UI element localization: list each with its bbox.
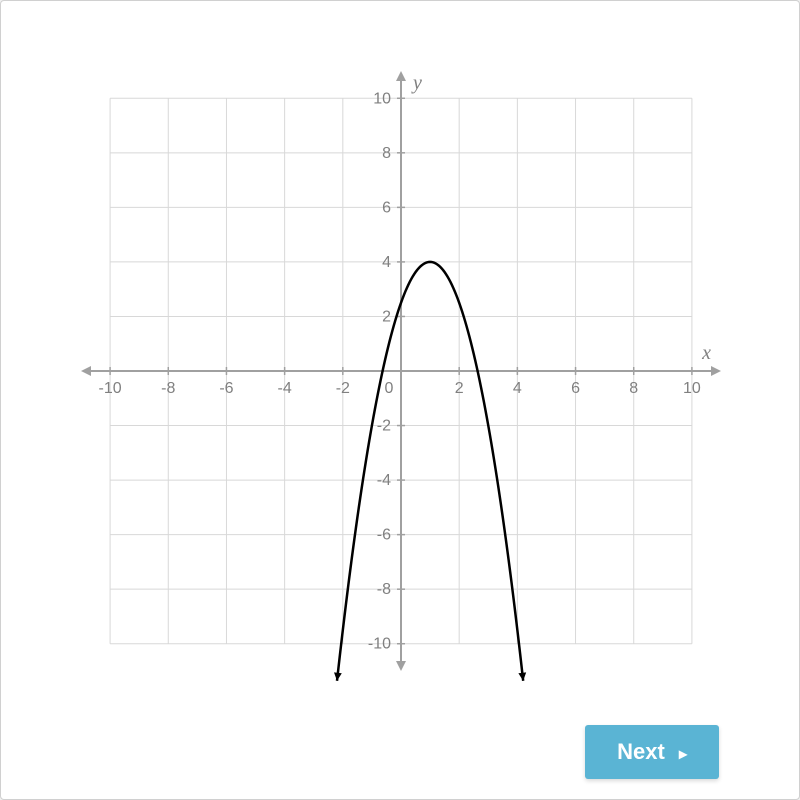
svg-text:2: 2	[382, 308, 391, 325]
svg-text:0: 0	[385, 380, 394, 397]
svg-text:y: y	[411, 72, 422, 94]
svg-text:8: 8	[382, 145, 391, 162]
next-button-label: Next	[617, 739, 665, 764]
svg-text:8: 8	[629, 380, 638, 397]
svg-text:-4: -4	[278, 380, 292, 397]
svg-text:6: 6	[571, 380, 580, 397]
svg-text:-10: -10	[368, 636, 391, 653]
chart-panel: -10-8-6-4-20246810-10-8-6-4-2246810xy Ne…	[0, 0, 800, 800]
svg-text:10: 10	[373, 90, 391, 107]
svg-text:6: 6	[382, 199, 391, 216]
svg-text:2: 2	[455, 380, 464, 397]
svg-text:-2: -2	[377, 418, 391, 435]
svg-text:-8: -8	[377, 581, 391, 598]
svg-text:-10: -10	[99, 380, 122, 397]
svg-text:-4: -4	[377, 472, 391, 489]
svg-text:-6: -6	[377, 527, 391, 544]
svg-text:10: 10	[683, 380, 701, 397]
svg-text:-6: -6	[219, 380, 233, 397]
svg-text:4: 4	[382, 254, 391, 271]
next-button[interactable]: Next ▸	[585, 725, 719, 779]
svg-text:4: 4	[513, 380, 522, 397]
svg-text:-8: -8	[161, 380, 175, 397]
chart-area: -10-8-6-4-20246810-10-8-6-4-2246810xy	[41, 41, 761, 701]
coordinate-graph: -10-8-6-4-20246810-10-8-6-4-2246810xy	[41, 41, 761, 701]
next-arrow-icon: ▸	[679, 746, 687, 763]
svg-text:x: x	[701, 342, 711, 364]
svg-text:-2: -2	[336, 380, 350, 397]
